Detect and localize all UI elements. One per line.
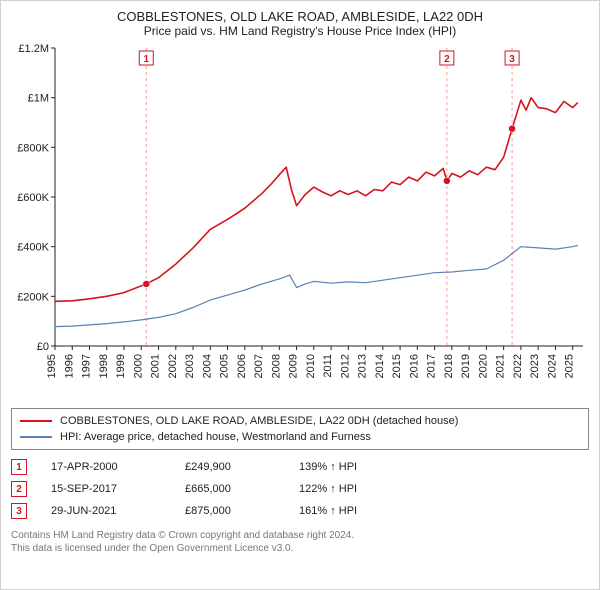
svg-text:2021: 2021 [495, 354, 507, 378]
svg-text:2015: 2015 [391, 354, 403, 378]
chart-title-line2: Price paid vs. HM Land Registry's House … [11, 24, 589, 38]
svg-text:2018: 2018 [443, 354, 455, 378]
legend-row: COBBLESTONES, OLD LAKE ROAD, AMBLESIDE, … [20, 413, 580, 429]
svg-text:£0: £0 [37, 341, 49, 353]
svg-text:£1.2M: £1.2M [18, 43, 49, 55]
svg-text:2011: 2011 [322, 354, 334, 378]
event-marker-box: 2 [11, 481, 27, 497]
price-chart: 1 2 3 £0 £200K £400K £600K £800K £1M £1.2M 1995 199… [11, 42, 589, 402]
svg-text:2006: 2006 [236, 354, 248, 378]
svg-text:2000: 2000 [132, 354, 144, 378]
footer-line2: This data is licensed under the Open Gov… [11, 543, 589, 556]
footer-attribution: Contains HM Land Registry data © Crown c… [11, 530, 589, 555]
svg-text:2025: 2025 [564, 354, 576, 378]
svg-text:£400K: £400K [17, 242, 49, 254]
chart-title-line1: COBBLESTONES, OLD LAKE ROAD, AMBLESIDE, … [11, 9, 589, 24]
svg-text:2003: 2003 [184, 354, 196, 378]
svg-text:£800K: £800K [17, 142, 49, 154]
svg-text:2019: 2019 [460, 354, 472, 378]
legend-swatch-1 [20, 420, 52, 422]
event-marker-num: 2 [16, 484, 22, 495]
svg-text:2001: 2001 [150, 354, 162, 378]
svg-text:2017: 2017 [426, 354, 438, 378]
legend-row: HPI: Average price, detached house, West… [20, 429, 580, 445]
svg-text:2023: 2023 [529, 354, 541, 378]
svg-text:2002: 2002 [167, 354, 179, 378]
svg-text:2009: 2009 [288, 354, 300, 378]
svg-text:2013: 2013 [357, 354, 369, 378]
svg-text:£200K: £200K [17, 291, 49, 303]
svg-text:2: 2 [444, 54, 450, 65]
event-pct: 139% ↑ HPI [299, 461, 357, 473]
svg-text:1997: 1997 [81, 354, 93, 378]
svg-text:1999: 1999 [115, 354, 127, 378]
event-marker-num: 1 [16, 462, 22, 473]
legend-label-2: HPI: Average price, detached house, West… [60, 431, 371, 443]
event-row: 2 15-SEP-2017 £665,000 122% ↑ HPI [11, 478, 589, 500]
chart-svg: 1 2 3 £0 £200K £400K £600K £800K £1M £1.2M 1995 199… [11, 42, 589, 402]
event-row: 1 17-APR-2000 £249,900 139% ↑ HPI [11, 456, 589, 478]
svg-text:2022: 2022 [512, 354, 524, 378]
event-price: £875,000 [185, 505, 275, 517]
event-marker-box: 3 [11, 503, 27, 519]
event-price: £665,000 [185, 483, 275, 495]
page-root: COBBLESTONES, OLD LAKE ROAD, AMBLESIDE, … [0, 0, 600, 590]
svg-text:2014: 2014 [374, 354, 386, 378]
svg-text:2007: 2007 [253, 354, 265, 378]
event-date: 17-APR-2000 [51, 461, 161, 473]
svg-text:£600K: £600K [17, 192, 49, 204]
footer-line1: Contains HM Land Registry data © Crown c… [11, 530, 589, 543]
svg-text:2008: 2008 [270, 354, 282, 378]
svg-text:2005: 2005 [219, 354, 231, 378]
event-marker-box: 1 [11, 459, 27, 475]
event-pct: 122% ↑ HPI [299, 483, 357, 495]
legend-swatch-2 [20, 436, 52, 438]
svg-text:1998: 1998 [98, 354, 110, 378]
svg-text:2020: 2020 [477, 354, 489, 378]
svg-text:2012: 2012 [339, 354, 351, 378]
svg-text:1995: 1995 [46, 354, 58, 378]
legend-label-1: COBBLESTONES, OLD LAKE ROAD, AMBLESIDE, … [60, 415, 458, 427]
event-table: 1 17-APR-2000 £249,900 139% ↑ HPI 2 15-S… [11, 456, 589, 522]
svg-text:£1M: £1M [28, 93, 49, 105]
svg-text:2004: 2004 [201, 354, 213, 378]
svg-text:2016: 2016 [408, 354, 420, 378]
event-pct: 161% ↑ HPI [299, 505, 357, 517]
event-date: 29-JUN-2021 [51, 505, 161, 517]
svg-text:2024: 2024 [546, 354, 558, 378]
event-marker-num: 3 [16, 506, 22, 517]
svg-text:1996: 1996 [63, 354, 75, 378]
event-date: 15-SEP-2017 [51, 483, 161, 495]
svg-text:1: 1 [143, 54, 149, 65]
svg-text:2010: 2010 [305, 354, 317, 378]
event-price: £249,900 [185, 461, 275, 473]
legend-box: COBBLESTONES, OLD LAKE ROAD, AMBLESIDE, … [11, 408, 589, 450]
event-row: 3 29-JUN-2021 £875,000 161% ↑ HPI [11, 500, 589, 522]
svg-text:3: 3 [509, 54, 515, 65]
